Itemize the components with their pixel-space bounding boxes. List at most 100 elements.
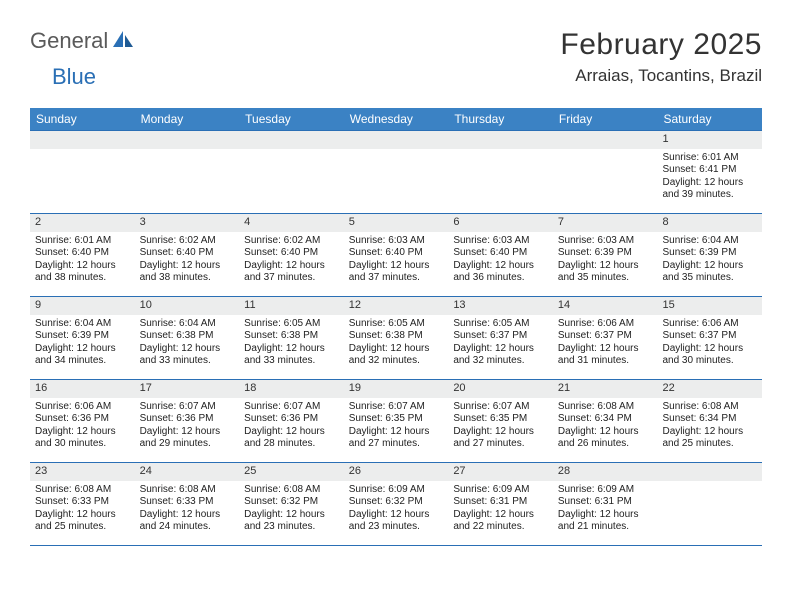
calendar-day-cell: 14Sunrise: 6:06 AMSunset: 6:37 PMDayligh… [553,297,658,379]
sunrise-line: Sunrise: 6:03 AM [349,235,444,248]
sunset-line: Sunset: 6:33 PM [35,496,130,509]
calendar-day-cell: 4Sunrise: 6:02 AMSunset: 6:40 PMDaylight… [239,214,344,296]
calendar-day-cell: 5Sunrise: 6:03 AMSunset: 6:40 PMDaylight… [344,214,449,296]
sunrise-line: Sunrise: 6:02 AM [140,235,235,248]
day-number: 14 [553,297,658,315]
empty-daynum-stripe [657,463,762,481]
empty-daynum-stripe [448,131,553,149]
sunrise-line: Sunrise: 6:09 AM [558,484,653,497]
daylight-line: Daylight: 12 hours and 32 minutes. [349,343,444,368]
calendar-day-cell: 24Sunrise: 6:08 AMSunset: 6:33 PMDayligh… [135,463,240,545]
sunrise-line: Sunrise: 6:08 AM [662,401,757,414]
daylight-line: Daylight: 12 hours and 23 minutes. [349,509,444,534]
sunset-line: Sunset: 6:40 PM [35,247,130,260]
daylight-line: Daylight: 12 hours and 37 minutes. [349,260,444,285]
day-number: 13 [448,297,553,315]
calendar-day-cell [657,463,762,545]
sunset-line: Sunset: 6:36 PM [140,413,235,426]
title-block: February 2025 Arraias, Tocantins, Brazil [560,28,762,86]
daylight-line: Daylight: 12 hours and 27 minutes. [349,426,444,451]
daylight-line: Daylight: 12 hours and 32 minutes. [453,343,548,368]
sunset-line: Sunset: 6:39 PM [662,247,757,260]
sunrise-line: Sunrise: 6:04 AM [140,318,235,331]
calendar-day-cell: 8Sunrise: 6:04 AMSunset: 6:39 PMDaylight… [657,214,762,296]
calendar-day-cell [448,131,553,213]
empty-daynum-stripe [30,131,135,149]
day-number: 19 [344,380,449,398]
sunset-line: Sunset: 6:34 PM [558,413,653,426]
sunrise-line: Sunrise: 6:07 AM [349,401,444,414]
day-number: 20 [448,380,553,398]
sunrise-line: Sunrise: 6:06 AM [35,401,130,414]
daylight-line: Daylight: 12 hours and 39 minutes. [662,177,757,202]
sunrise-line: Sunrise: 6:05 AM [244,318,339,331]
sunset-line: Sunset: 6:31 PM [558,496,653,509]
sunset-line: Sunset: 6:40 PM [453,247,548,260]
calendar-day-cell: 19Sunrise: 6:07 AMSunset: 6:35 PMDayligh… [344,380,449,462]
calendar-grid: Sunday Monday Tuesday Wednesday Thursday… [30,108,762,546]
sunrise-line: Sunrise: 6:08 AM [558,401,653,414]
sunset-line: Sunset: 6:41 PM [662,164,757,177]
day-number: 15 [657,297,762,315]
calendar-day-cell: 9Sunrise: 6:04 AMSunset: 6:39 PMDaylight… [30,297,135,379]
daylight-line: Daylight: 12 hours and 28 minutes. [244,426,339,451]
day-number: 18 [239,380,344,398]
empty-daynum-stripe [344,131,449,149]
day-number: 21 [553,380,658,398]
calendar-day-cell [553,131,658,213]
calendar-day-cell: 13Sunrise: 6:05 AMSunset: 6:37 PMDayligh… [448,297,553,379]
day-number: 7 [553,214,658,232]
calendar-day-cell: 26Sunrise: 6:09 AMSunset: 6:32 PMDayligh… [344,463,449,545]
weeks-container: 1Sunrise: 6:01 AMSunset: 6:41 PMDaylight… [30,130,762,546]
day-number: 27 [448,463,553,481]
day-number: 5 [344,214,449,232]
sunrise-line: Sunrise: 6:02 AM [244,235,339,248]
daylight-line: Daylight: 12 hours and 27 minutes. [453,426,548,451]
sunrise-line: Sunrise: 6:01 AM [35,235,130,248]
sunrise-line: Sunrise: 6:06 AM [558,318,653,331]
day-number: 6 [448,214,553,232]
calendar-week-row: 23Sunrise: 6:08 AMSunset: 6:33 PMDayligh… [30,463,762,546]
sunrise-line: Sunrise: 6:08 AM [140,484,235,497]
logo: General [30,28,139,54]
day-number: 3 [135,214,240,232]
weekday-header: Thursday [448,108,553,130]
calendar-day-cell: 11Sunrise: 6:05 AMSunset: 6:38 PMDayligh… [239,297,344,379]
empty-daynum-stripe [553,131,658,149]
calendar-day-cell: 25Sunrise: 6:08 AMSunset: 6:32 PMDayligh… [239,463,344,545]
calendar-day-cell [30,131,135,213]
calendar-day-cell [344,131,449,213]
sunset-line: Sunset: 6:38 PM [140,330,235,343]
day-number: 17 [135,380,240,398]
daylight-line: Daylight: 12 hours and 35 minutes. [662,260,757,285]
calendar-week-row: 16Sunrise: 6:06 AMSunset: 6:36 PMDayligh… [30,380,762,463]
daylight-line: Daylight: 12 hours and 21 minutes. [558,509,653,534]
sunrise-line: Sunrise: 6:09 AM [453,484,548,497]
daylight-line: Daylight: 12 hours and 36 minutes. [453,260,548,285]
sunrise-line: Sunrise: 6:03 AM [558,235,653,248]
sunset-line: Sunset: 6:38 PM [244,330,339,343]
daylight-line: Daylight: 12 hours and 33 minutes. [140,343,235,368]
weekday-header-row: Sunday Monday Tuesday Wednesday Thursday… [30,108,762,130]
calendar-day-cell: 7Sunrise: 6:03 AMSunset: 6:39 PMDaylight… [553,214,658,296]
sunset-line: Sunset: 6:36 PM [35,413,130,426]
day-number: 12 [344,297,449,315]
calendar-page: General February 2025 Arraias, Tocantins… [0,0,792,546]
calendar-day-cell: 16Sunrise: 6:06 AMSunset: 6:36 PMDayligh… [30,380,135,462]
weekday-header: Saturday [657,108,762,130]
sunrise-line: Sunrise: 6:06 AM [662,318,757,331]
day-number: 28 [553,463,658,481]
sunrise-line: Sunrise: 6:05 AM [453,318,548,331]
sunset-line: Sunset: 6:34 PM [662,413,757,426]
calendar-week-row: 9Sunrise: 6:04 AMSunset: 6:39 PMDaylight… [30,297,762,380]
sunset-line: Sunset: 6:40 PM [244,247,339,260]
calendar-week-row: 2Sunrise: 6:01 AMSunset: 6:40 PMDaylight… [30,214,762,297]
daylight-line: Daylight: 12 hours and 29 minutes. [140,426,235,451]
daylight-line: Daylight: 12 hours and 38 minutes. [35,260,130,285]
day-number: 25 [239,463,344,481]
sunset-line: Sunset: 6:36 PM [244,413,339,426]
daylight-line: Daylight: 12 hours and 25 minutes. [662,426,757,451]
sunrise-line: Sunrise: 6:09 AM [349,484,444,497]
daylight-line: Daylight: 12 hours and 35 minutes. [558,260,653,285]
calendar-day-cell: 17Sunrise: 6:07 AMSunset: 6:36 PMDayligh… [135,380,240,462]
